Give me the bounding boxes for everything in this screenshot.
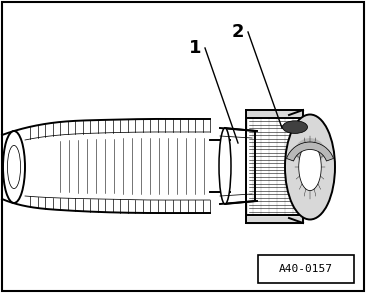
Text: A40-0157: A40-0157: [279, 264, 333, 274]
Text: 1: 1: [189, 39, 201, 57]
Wedge shape: [287, 142, 333, 161]
Ellipse shape: [283, 121, 307, 133]
Ellipse shape: [219, 128, 231, 204]
Polygon shape: [246, 110, 303, 223]
Ellipse shape: [7, 145, 20, 189]
Ellipse shape: [299, 143, 321, 191]
Polygon shape: [225, 128, 255, 204]
Bar: [258, 255, 354, 283]
Text: 2: 2: [232, 23, 244, 41]
Polygon shape: [248, 118, 305, 215]
Ellipse shape: [3, 131, 25, 203]
Ellipse shape: [295, 138, 325, 164]
Ellipse shape: [285, 115, 335, 219]
